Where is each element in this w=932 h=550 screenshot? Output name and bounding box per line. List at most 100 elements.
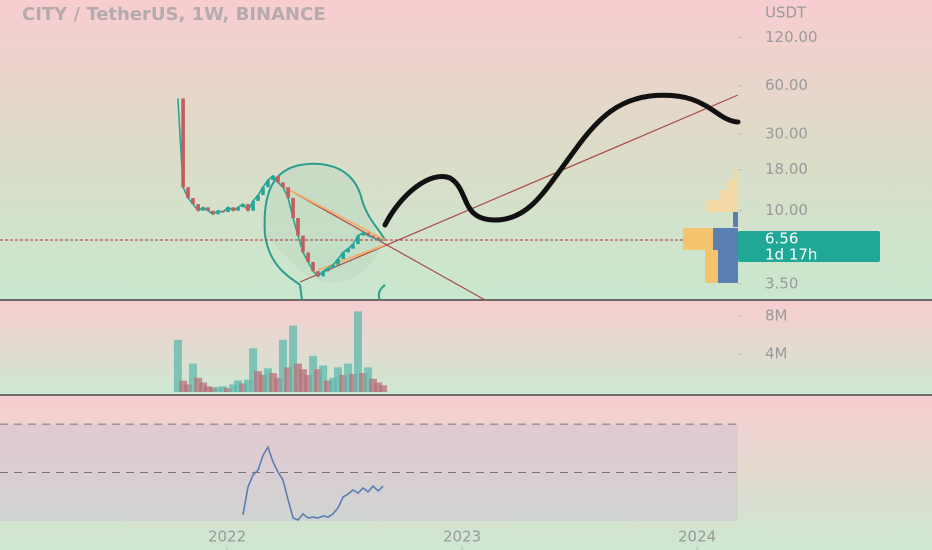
candle-body bbox=[266, 180, 270, 188]
chart-title: CITY / TetherUS, 1W, BINANCE bbox=[22, 4, 326, 25]
candle-body bbox=[276, 175, 280, 183]
volume-bar bbox=[278, 339, 287, 392]
profile-bar bbox=[718, 250, 738, 283]
candle-body bbox=[336, 259, 340, 265]
profile-bar bbox=[733, 212, 738, 227]
candle-body bbox=[201, 207, 205, 211]
profile-bar bbox=[683, 228, 713, 250]
volume-bar bbox=[349, 373, 358, 392]
x-tick-label: 2022 bbox=[208, 528, 246, 546]
candle-body bbox=[371, 235, 375, 238]
candle-body bbox=[256, 195, 260, 201]
profile-bar bbox=[728, 180, 738, 190]
candle-body bbox=[356, 235, 360, 245]
candle-body bbox=[271, 175, 275, 181]
y-tick-label: 8M bbox=[765, 307, 788, 325]
candle-body bbox=[196, 204, 200, 211]
volume-bar bbox=[368, 378, 377, 392]
last-price: 6.56 bbox=[765, 230, 798, 248]
trend-line bbox=[299, 94, 739, 283]
x-tick-label: 2023 bbox=[443, 528, 481, 546]
volume-bar bbox=[243, 379, 252, 392]
candle-body bbox=[246, 204, 250, 211]
candle-body bbox=[281, 182, 285, 188]
candle-body bbox=[351, 244, 355, 249]
bollinger-fill bbox=[264, 163, 381, 283]
volume-bar bbox=[229, 384, 238, 392]
trend-line bbox=[279, 184, 486, 301]
last-price-box bbox=[738, 231, 880, 262]
candle-body bbox=[331, 264, 335, 268]
candle-body bbox=[251, 200, 255, 211]
volume-bar bbox=[353, 311, 362, 392]
x-tick-label: 2024 bbox=[678, 528, 716, 546]
y-tick-label: 30.00 bbox=[765, 125, 808, 143]
volume-bar bbox=[364, 367, 373, 392]
bollinger-lower bbox=[264, 234, 386, 301]
volume-bar bbox=[333, 367, 342, 392]
volume-pane bbox=[0, 300, 932, 395]
candle-body bbox=[291, 197, 295, 219]
volume-bar bbox=[214, 387, 223, 392]
pattern-line bbox=[279, 184, 386, 271]
volume-bar bbox=[219, 386, 228, 392]
profile-bar bbox=[720, 190, 738, 200]
volume-profile bbox=[683, 170, 738, 283]
volume-bar bbox=[374, 382, 383, 392]
forecast-drawing bbox=[382, 92, 741, 228]
volume-bar bbox=[254, 371, 263, 392]
candle-body bbox=[236, 207, 240, 211]
bollinger-upper bbox=[263, 162, 386, 241]
candle-body bbox=[206, 207, 210, 211]
candle-body bbox=[191, 197, 195, 205]
y-tick-label: 3.50 bbox=[765, 274, 798, 292]
volume-bar bbox=[263, 368, 272, 392]
volume-bar bbox=[319, 365, 328, 392]
candle-body bbox=[376, 237, 380, 240]
candle-body bbox=[311, 261, 315, 272]
candle-body bbox=[181, 98, 185, 188]
candle-body bbox=[216, 210, 220, 215]
series-line bbox=[242, 445, 384, 521]
profile-bar bbox=[705, 250, 718, 283]
candle-body bbox=[211, 210, 215, 215]
volume-bar bbox=[324, 380, 333, 392]
y-tick-label: 4M bbox=[765, 345, 788, 363]
axis-label: USDT bbox=[765, 4, 807, 22]
volume-bar bbox=[194, 377, 203, 392]
candle-body bbox=[261, 187, 265, 196]
profile-bar bbox=[713, 228, 738, 250]
candle-body bbox=[321, 271, 325, 277]
volume-bar bbox=[344, 363, 353, 392]
candle-body bbox=[286, 187, 290, 198]
volume-bar bbox=[284, 367, 293, 392]
volume-bar bbox=[289, 325, 298, 392]
volume-bar bbox=[313, 369, 322, 392]
candle-body bbox=[346, 248, 350, 253]
volume-bar bbox=[239, 383, 248, 392]
profile-bar bbox=[733, 170, 738, 180]
y-tick-label: 60.00 bbox=[765, 76, 808, 94]
candle-body bbox=[306, 252, 310, 262]
candle-body bbox=[326, 267, 330, 272]
candle-body bbox=[316, 271, 320, 277]
candle-body bbox=[366, 232, 370, 236]
volume-bar bbox=[269, 373, 278, 392]
volume-bar bbox=[199, 382, 208, 392]
volume-bar bbox=[208, 387, 217, 392]
candle-body bbox=[381, 239, 385, 241]
volume-bar bbox=[359, 373, 368, 392]
countdown: 1d 17h bbox=[765, 246, 817, 264]
y-tick-label: 18.00 bbox=[765, 160, 808, 178]
volume-bar bbox=[379, 385, 388, 392]
volume-bar bbox=[249, 348, 258, 392]
y-tick-label: 10.00 bbox=[765, 201, 808, 219]
candle-body bbox=[241, 204, 245, 208]
candle-body bbox=[186, 187, 190, 198]
volume-bar bbox=[223, 388, 232, 392]
profile-bar bbox=[705, 200, 738, 212]
y-tick-label: 120.00 bbox=[765, 28, 818, 46]
volume-bar bbox=[234, 380, 243, 392]
volume-bar bbox=[259, 374, 268, 392]
